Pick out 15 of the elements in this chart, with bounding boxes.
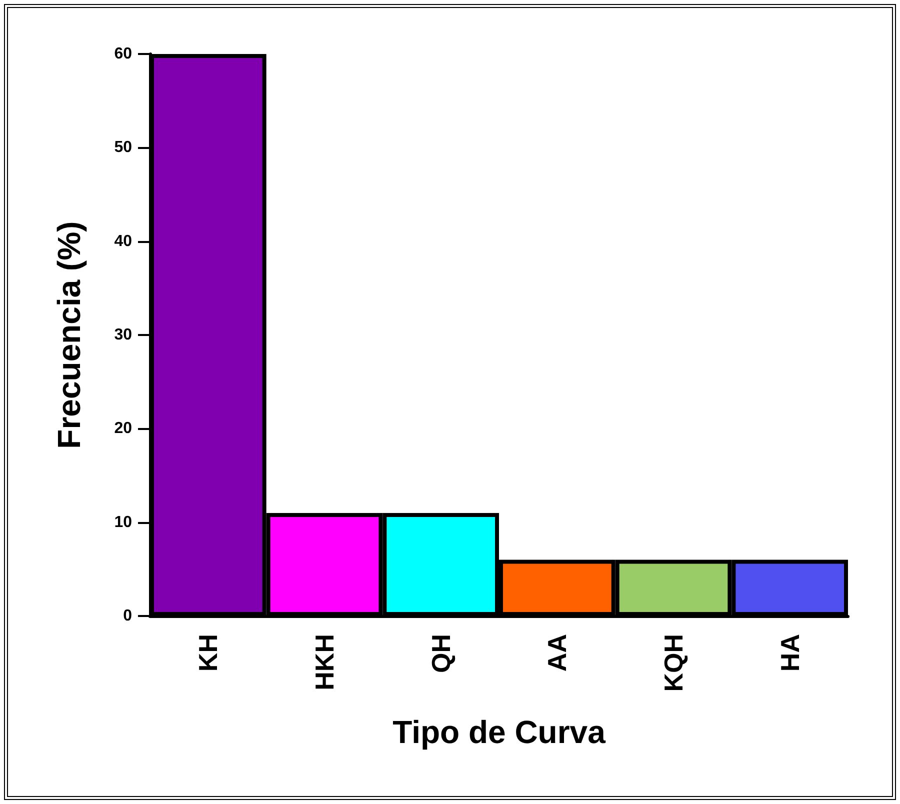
x-tick-label: HKH xyxy=(310,634,340,690)
x-tick-label: HA xyxy=(774,634,805,672)
x-tick-label: AA xyxy=(542,634,572,672)
x-tick-label: KQH xyxy=(658,634,688,692)
y-tick-label: 60 xyxy=(114,46,132,62)
y-tick-label: 50 xyxy=(114,139,132,156)
x-tick-label: QH xyxy=(426,634,456,673)
y-tick-label: 40 xyxy=(114,232,132,250)
y-tick-label: 30 xyxy=(114,326,132,344)
y-tick-label: 20 xyxy=(114,420,132,438)
y-tick-label: 0 xyxy=(123,608,132,624)
y-axis-title: Frecuencia (%) xyxy=(51,221,87,449)
y-tick-label: 10 xyxy=(114,514,132,531)
x-axis-title: Tipo de Curva xyxy=(392,714,606,750)
x-tick-label: KH xyxy=(193,634,224,672)
